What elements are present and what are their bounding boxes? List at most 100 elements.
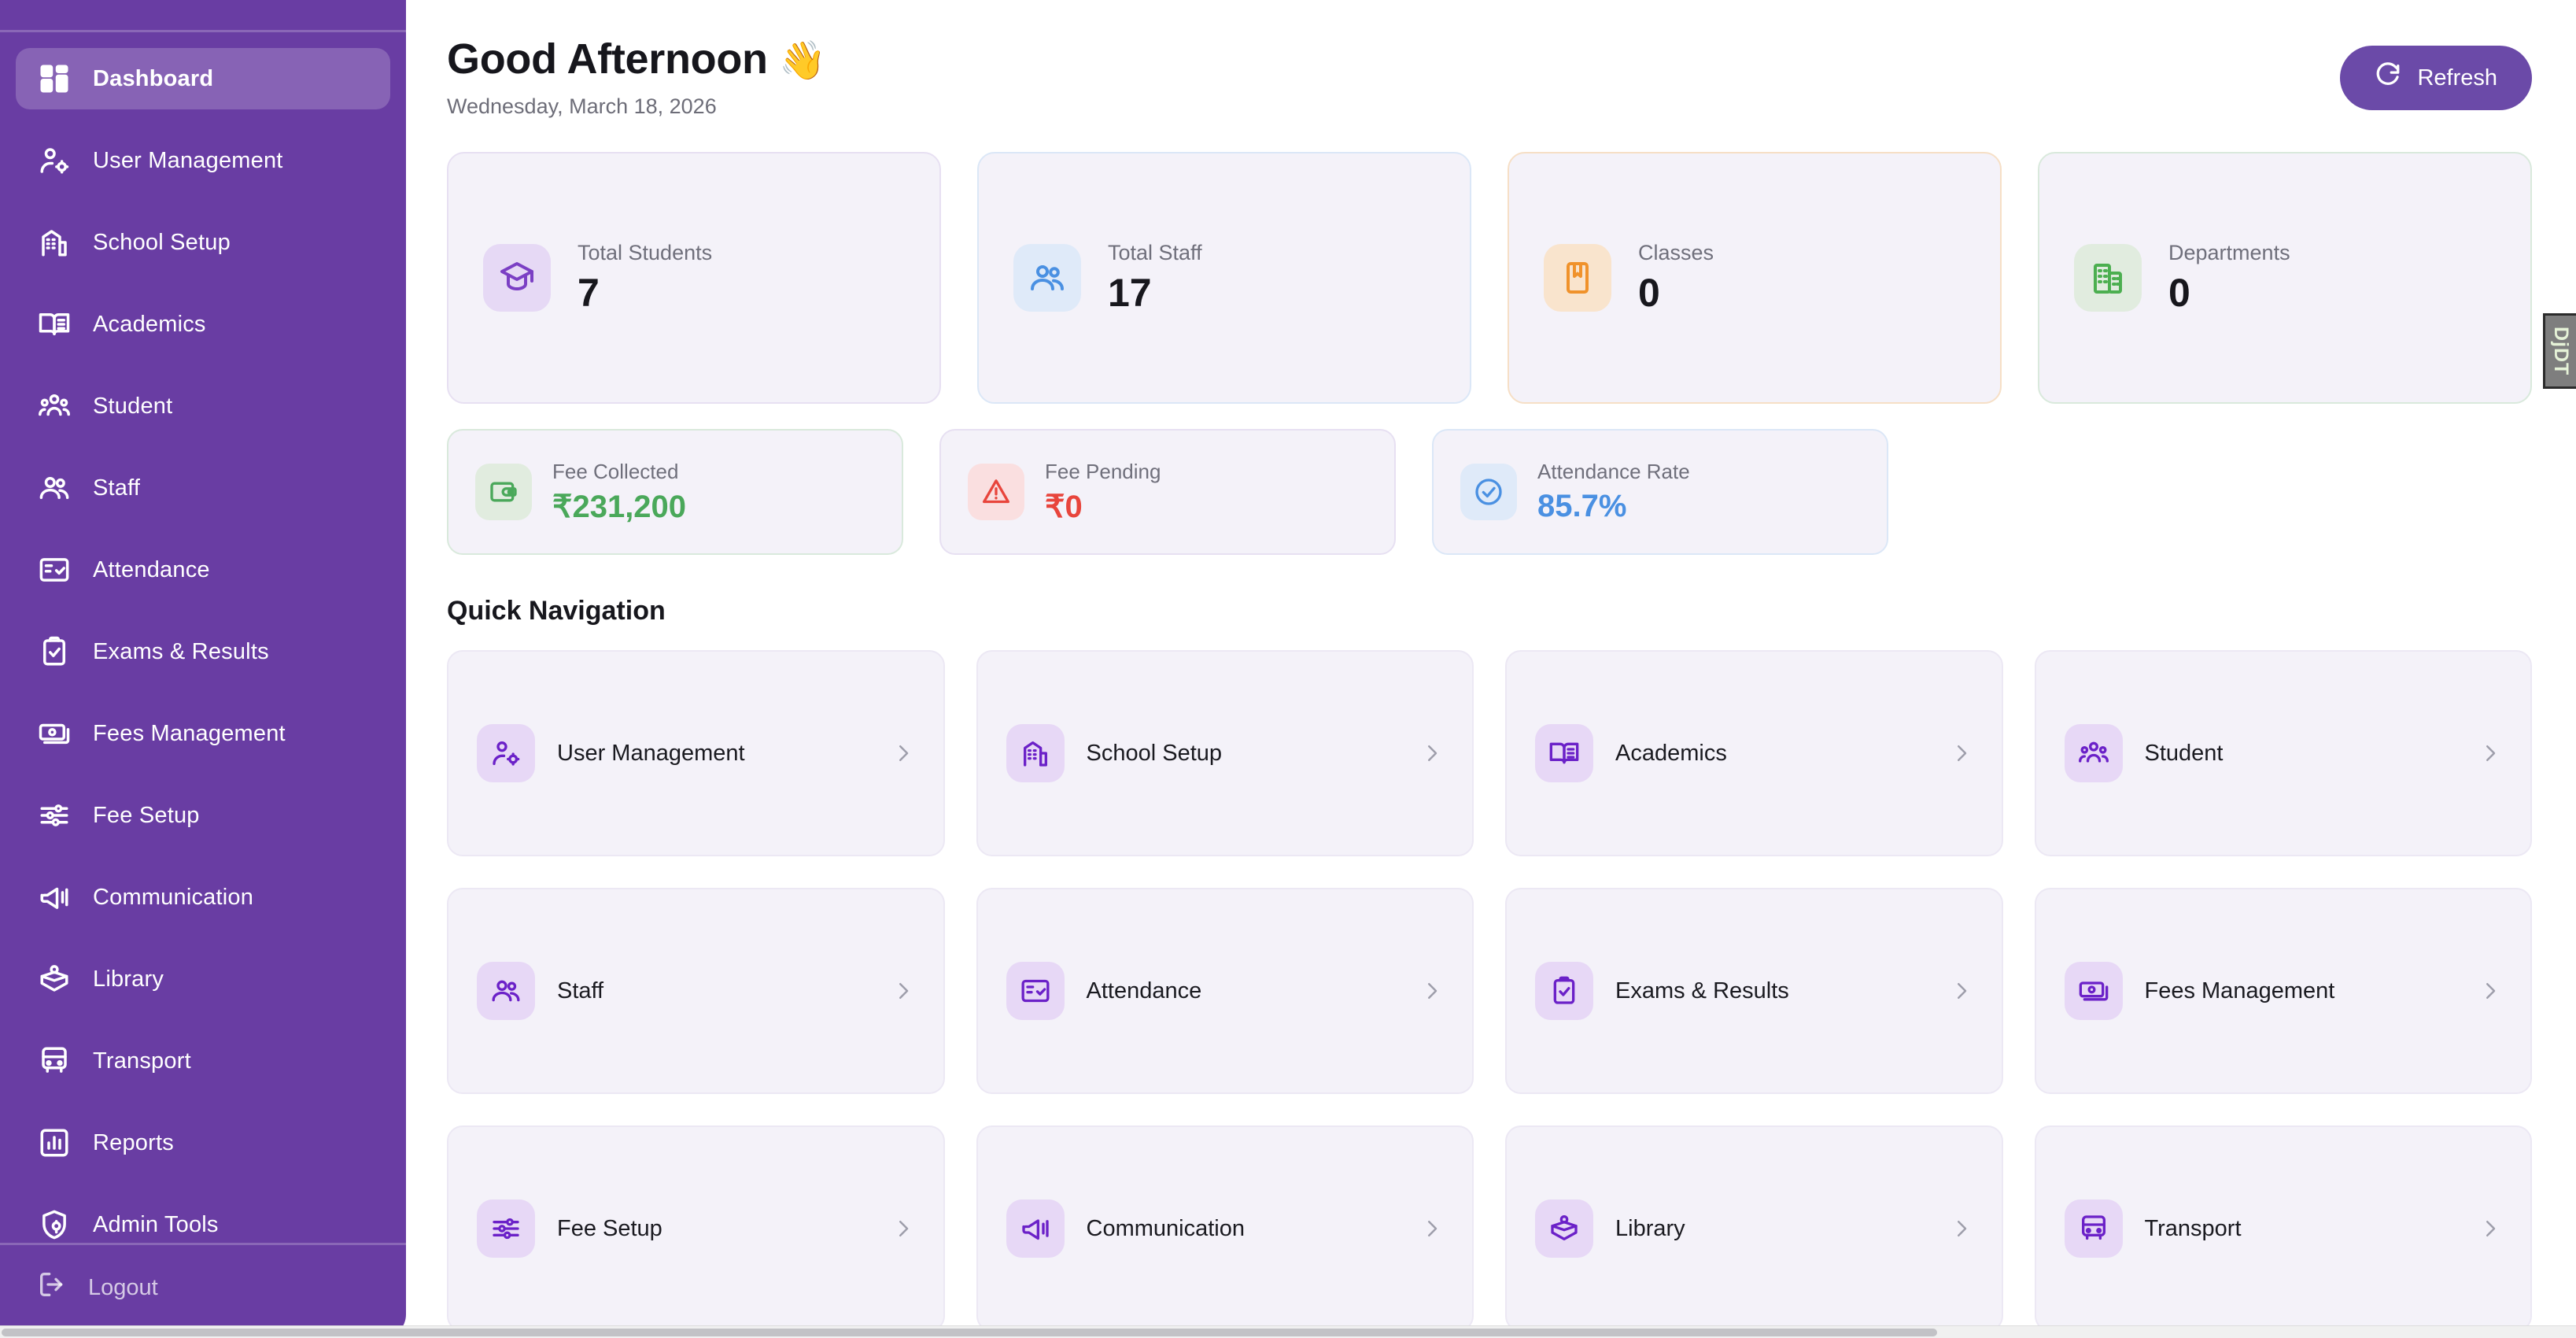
logout-button[interactable]: Logout [36,1269,370,1307]
stat-value: 0 [2168,270,2190,315]
greeting-block: Good Afternoon 👋 Wednesday, March 18, 20… [447,35,826,119]
students-group-icon [2064,724,2123,782]
sidebar-item-dashboard[interactable]: Dashboard [16,48,390,109]
quick-nav-card-fee-setup[interactable]: Fee Setup [447,1125,945,1332]
sidebar-item-attendance[interactable]: Attendance [16,539,390,601]
finance-stats-row: Fee Collected ₹231,200 Fee Pending ₹0 Attend… [447,429,2532,555]
main-content: Good Afternoon 👋 Wednesday, March 18, 20… [406,0,2576,1338]
shield-gear-icon [36,1207,72,1243]
greeting-text: Good Afternoon [447,35,768,83]
graduation-cap-icon [483,244,551,312]
stat-value: 85.7% [1537,489,1627,523]
sliders-icon [36,797,72,833]
sidebar-item-label: School Setup [93,229,231,255]
quick-nav-card-communication[interactable]: Communication [976,1125,1474,1332]
clipboard-check-icon [36,634,72,670]
user-gear-icon [477,724,535,782]
stat-label: Departments [2168,240,2290,264]
warning-triangle-icon [968,464,1024,520]
building-school-icon [36,224,72,261]
quick-nav-label: Communication [1086,1215,1245,1241]
sidebar-item-label: Library [93,966,164,992]
sidebar-item-label: Reports [93,1129,174,1155]
sidebar-item-reports[interactable]: Reports [16,1112,390,1174]
chevron-right-icon [1950,1217,1973,1240]
primary-stats-row: Total Students 7 Total Staff 17 Classes 0 Depa… [447,152,2532,404]
stat-value: ₹0 [1045,489,1083,524]
bus-icon [2064,1199,2123,1258]
sidebar-item-label: Student [93,393,173,419]
sidebar-item-label: Dashboard [93,65,214,91]
scrollbar-thumb[interactable] [2,1329,1937,1336]
stat-card-fee-collected: Fee Collected ₹231,200 [447,429,903,555]
banknote-icon [2064,962,2123,1020]
sidebar-item-exams-results[interactable]: Exams & Results [16,621,390,682]
sidebar-nav: Dashboard User Management School Setup Acad… [0,32,406,1243]
people-icon [36,470,72,506]
refresh-button[interactable]: Refresh [2340,46,2532,110]
sidebar-item-transport[interactable]: Transport [16,1030,390,1092]
quick-nav-label: Exams & Results [1615,978,1789,1004]
horizontal-scrollbar[interactable] [0,1325,2576,1338]
chevron-right-icon [1420,1217,1444,1240]
building-icon [2074,244,2142,312]
djdt-label: DjDT [2550,326,2572,376]
sidebar-item-student[interactable]: Student [16,375,390,437]
quick-navigation-title: Quick Navigation [447,596,666,626]
page-title: Good Afternoon 👋 [447,35,826,83]
quick-nav-card-academics[interactable]: Academics [1505,650,2003,856]
quick-nav-label: Student [2144,740,2224,766]
sidebar-item-fees-management[interactable]: Fees Management [16,703,390,764]
stat-card-classes: Classes 0 [1508,152,2002,404]
sidebar-item-academics[interactable]: Academics [16,294,390,355]
stat-text: Departments 0 [2168,241,2290,316]
stat-label: Attendance Rate [1537,460,1690,483]
stat-text: Total Students 7 [578,241,712,316]
quick-nav-card-user-management[interactable]: User Management [447,650,945,856]
django-debug-toolbar-tab[interactable]: DjDT [2543,313,2576,389]
wallet-icon [475,464,532,520]
chevron-right-icon [891,979,915,1003]
sidebar-item-staff[interactable]: Staff [16,457,390,519]
sidebar-item-label: Fees Management [93,720,286,746]
quick-navigation-grid: User Management School Setup Academics Stud… [447,650,2532,1332]
stat-card-departments: Departments 0 [2038,152,2532,404]
sidebar-item-library[interactable]: Library [16,948,390,1010]
check-circle-icon [1460,464,1517,520]
sidebar-item-label: User Management [93,147,283,173]
quick-nav-card-school-setup[interactable]: School Setup [976,650,1474,856]
banknote-icon [36,715,72,752]
quick-nav-label: School Setup [1086,740,1223,766]
quick-nav-card-student[interactable]: Student [2034,650,2532,856]
grid-dashboard-icon [36,61,72,97]
bookmark-book-icon [1544,244,1611,312]
quick-nav-label: Transport [2144,1215,2242,1241]
stat-value: 7 [578,270,600,315]
stat-label: Total Students [578,240,713,264]
chevron-right-icon [891,741,915,765]
sidebar-item-fee-setup[interactable]: Fee Setup [16,785,390,846]
quick-nav-card-staff[interactable]: Staff [447,888,945,1094]
quick-nav-card-fees-management[interactable]: Fees Management [2034,888,2532,1094]
sidebar-item-school-setup[interactable]: School Setup [16,212,390,273]
stat-value: 17 [1108,270,1152,315]
sidebar-item-user-management[interactable]: User Management [16,130,390,191]
quick-nav-card-transport[interactable]: Transport [2034,1125,2532,1332]
stat-label: Fee Collected [552,459,679,483]
chevron-right-icon [1420,741,1444,765]
quick-nav-card-exams-results[interactable]: Exams & Results [1505,888,2003,1094]
book-reader-icon [1535,1199,1593,1258]
quick-nav-card-library[interactable]: Library [1505,1125,2003,1332]
sidebar-divider [0,30,406,32]
chevron-right-icon [1950,741,1973,765]
people-icon [477,962,535,1020]
quick-nav-label: Academics [1615,740,1727,766]
stat-card-fee-pending: Fee Pending ₹0 [939,429,1396,555]
quick-nav-label: User Management [557,740,745,766]
sidebar-item-label: Attendance [93,556,210,582]
sidebar-item-admin-tools[interactable]: Admin Tools [16,1194,390,1243]
user-gear-icon [36,142,72,179]
quick-nav-card-attendance[interactable]: Attendance [976,888,1474,1094]
sidebar-item-communication[interactable]: Communication [16,867,390,928]
checklist-card-icon [36,552,72,588]
